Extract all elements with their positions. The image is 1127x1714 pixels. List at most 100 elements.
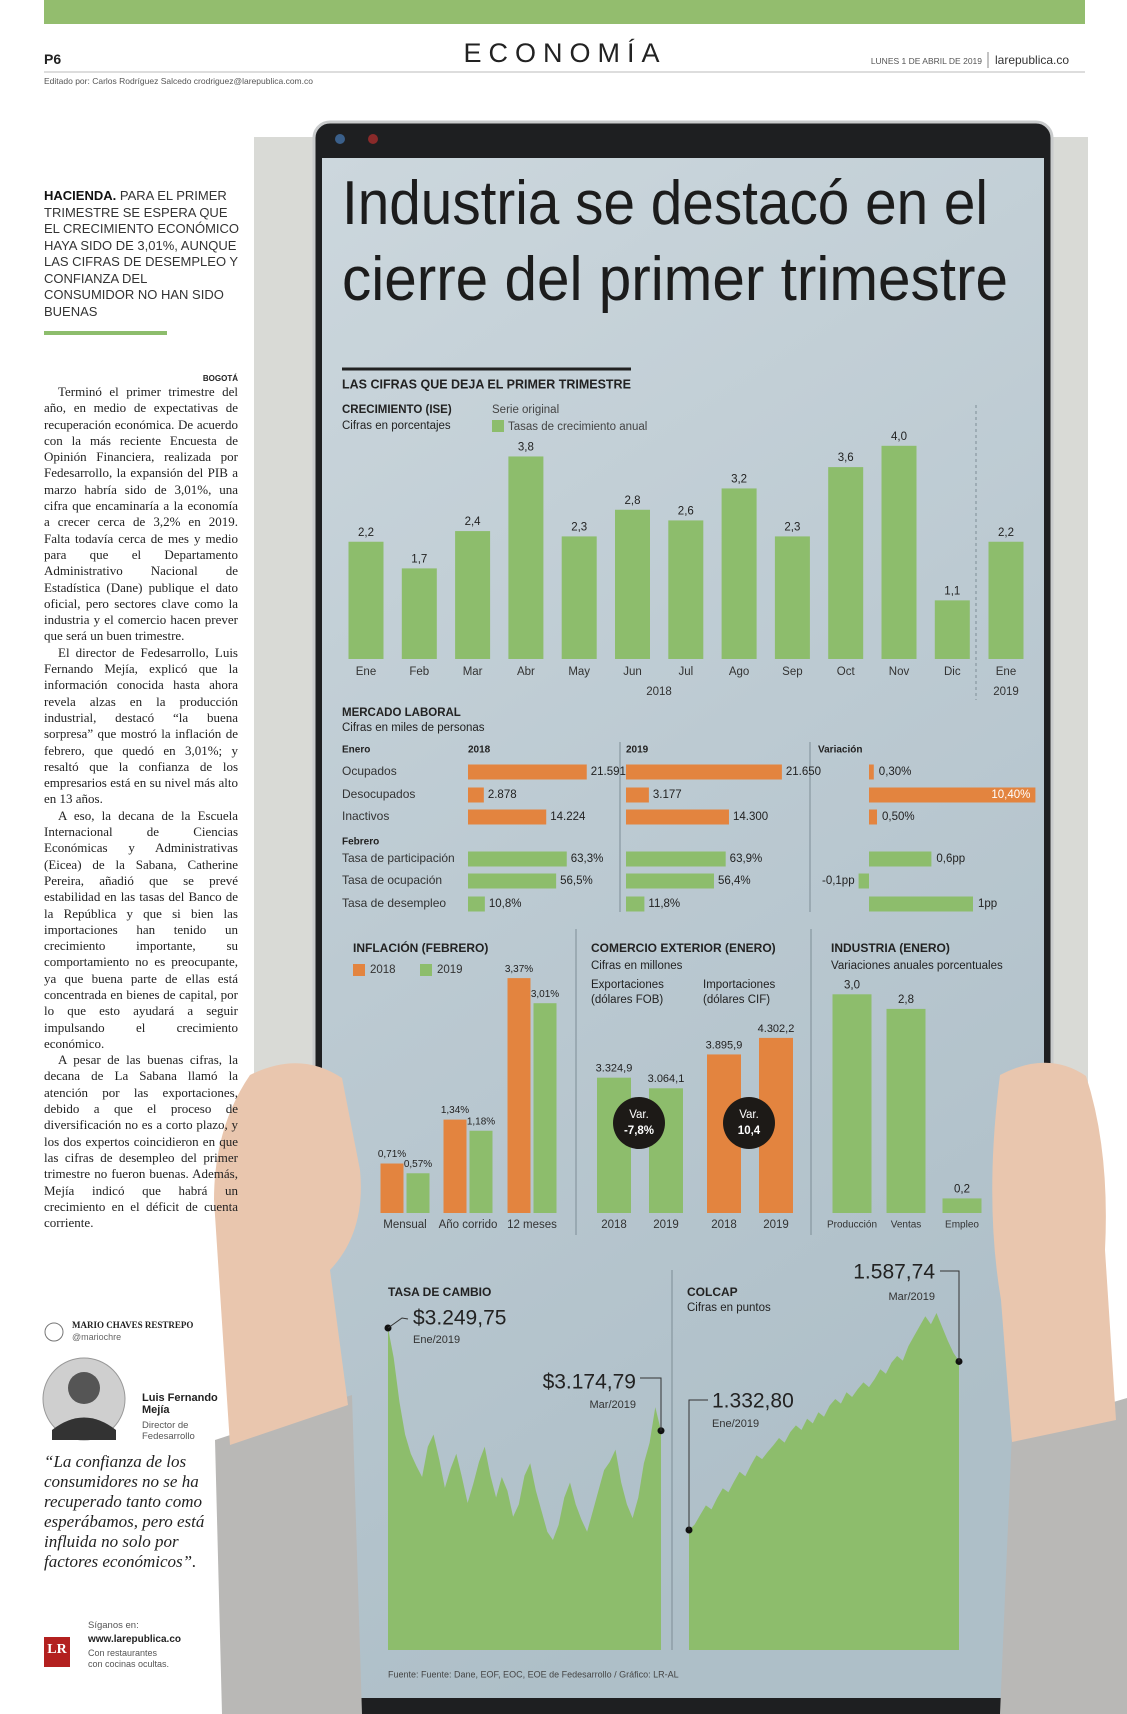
bar [348,541,384,659]
row-label: Tasa de ocupación [342,873,442,887]
bar [468,809,547,825]
value-label: 2.878 [488,789,517,801]
category-label: Ene [356,666,376,678]
value-label: 1,34% [441,1105,469,1116]
row-label: Tasa de participación [342,851,455,865]
change-label: 0,50% [882,811,915,823]
value-label: 1,7 [411,553,427,565]
category-label: 2019 [653,1219,679,1231]
row-label: Inactivos [342,809,389,823]
column-header: 2018 [468,745,491,756]
category-label: Feb [409,666,429,678]
bar [468,851,567,867]
value-label: 3,8 [518,441,534,453]
value-label: 0,57% [404,1159,432,1170]
legend-swatch [492,420,504,432]
value-label: 14.224 [550,811,586,823]
chart-title: INDUSTRIA (ENERO) [831,941,950,955]
category-label: Jul [678,666,693,678]
quote-name: Luis Fernando Mejía [142,1392,218,1416]
change-badge [723,1097,775,1149]
category-label: 2018 [601,1219,627,1231]
row-label: Tasa de desempleo [342,896,446,910]
value-label: 0,2 [954,1183,970,1195]
legend-title: Serie original [492,404,559,416]
category-label: Ene [996,666,1016,678]
year-label: 2019 [993,686,1019,698]
change-label: 10,40% [991,789,1030,801]
column-header: Variación [818,745,862,756]
source: Fuente: Fuente: Dane, EOF, EOC, EOE de F… [388,1669,679,1679]
change-bar [869,787,1036,803]
change-bar [869,896,973,912]
bar [533,1003,557,1213]
bar [626,851,726,867]
end-label: $3.174,79 [543,1371,636,1394]
bar [668,520,704,659]
value-label: 56,5% [560,875,593,887]
headline: Industria se destacó en el [342,169,988,238]
legend-label: 2019 [437,964,463,976]
logo: LR [47,1642,67,1657]
bar [468,896,485,912]
value-label: 3.064,1 [648,1073,685,1085]
sensor-dot [368,134,378,144]
value-label: 3.324,9 [596,1063,633,1075]
leader-line [688,1399,708,1530]
change-label: 1pp [978,898,997,910]
bar [615,509,650,659]
change-badge [613,1097,665,1149]
leader-line [940,1270,960,1362]
chart-title: INFLACIÓN (FEBRERO) [353,940,488,955]
chart-subtitle: Cifras en millones [591,960,683,972]
date: LUNES 1 DE ABRIL DE 2019 [870,56,982,66]
change-label: -7,8% [624,1125,654,1137]
group-label: Exportaciones [591,979,664,991]
author-icon [44,1322,64,1342]
chart-title: COMERCIO EXTERIOR (ENERO) [591,941,776,955]
bar [468,764,587,780]
start-label: 1.332,80 [712,1390,794,1413]
value-label: 10,8% [489,898,522,910]
value-label: 11,8% [648,898,680,910]
bar [626,764,782,780]
bar [942,1198,982,1213]
chart-subtitle: Cifras en puntos [687,1302,771,1314]
leader-line [640,1377,662,1431]
bar [626,873,714,889]
category-label: 12 meses [507,1219,557,1231]
value-label: 56,4% [718,875,751,887]
category-label: Empleo [945,1220,979,1231]
site: larepublica.co [995,53,1070,67]
category-label: Nov [889,666,910,678]
bar [626,787,649,803]
change-title: Var. [629,1109,649,1121]
value-label: 3,0 [844,979,860,991]
bar [455,531,491,659]
top-band [44,0,1085,24]
value-label: 1,18% [467,1116,495,1127]
url: www.larepublica.co [88,1634,181,1645]
left-hand [214,1063,361,1445]
value-label: 3.895,9 [706,1039,743,1051]
category-label: Jun [623,666,642,678]
value-label: 63,9% [730,853,763,865]
change-bar [869,851,932,867]
paragraph: A eso, la decana de la Escuela Internaci… [44,807,238,1051]
start-date: Ene/2019 [413,1334,460,1346]
group-label: Enero [342,745,370,756]
bar [508,456,544,659]
bar [443,1119,467,1213]
right-sleeve [1000,1398,1127,1714]
value-label: 3,6 [838,452,854,464]
value-label: 2,3 [571,521,587,533]
value-label: 2,6 [678,505,694,517]
start-label: $3.249,75 [413,1307,506,1330]
legend-label: 2018 [370,964,396,976]
category-label: Año corrido [439,1219,498,1231]
change-label: 0,6pp [936,853,965,865]
value-label: 3,2 [731,473,747,485]
category-label: Ventas [891,1220,922,1231]
change-bar [869,764,874,780]
category-label: 2018 [711,1219,737,1231]
